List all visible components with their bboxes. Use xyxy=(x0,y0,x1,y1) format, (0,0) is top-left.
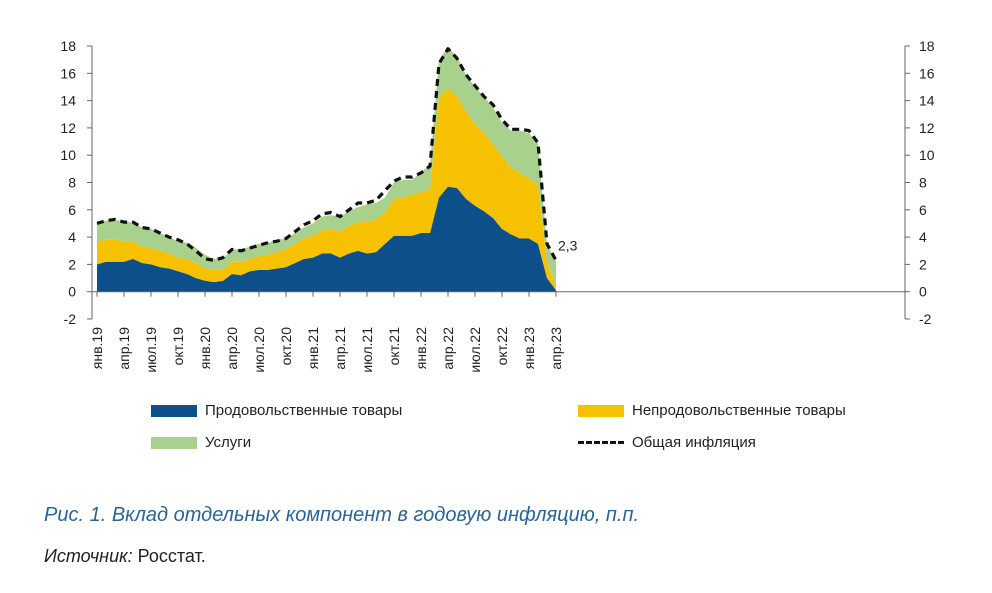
legend-item-nonfood: Непродовольственные товары xyxy=(578,402,846,419)
y-tick-label-left: 18 xyxy=(60,38,76,54)
legend-swatch-food xyxy=(151,404,197,417)
y-tick-label-right: 18 xyxy=(919,38,935,54)
x-tick-label: янв.21 xyxy=(305,327,321,369)
x-tick-label: июл.19 xyxy=(143,327,159,373)
x-tick-label: июл.20 xyxy=(251,327,267,373)
y-tick-label-left: 0 xyxy=(68,284,76,300)
chart: -2 -2 0 0 2 2 4 4 6 6 8 8 10 10 12 12 14 14 16 16 18 18 янв.19… xyxy=(60,38,935,373)
source-label: Источник: xyxy=(44,546,133,566)
figure-caption: Рис. 1. Вклад отдельных компонент в годо… xyxy=(44,504,640,526)
source-value: Росстат. xyxy=(132,546,206,566)
y-tick-label-right: 4 xyxy=(919,229,927,245)
x-tick-label: апр.19 xyxy=(116,327,132,370)
y-tick-label-right: 6 xyxy=(919,202,927,218)
y-tick-label-right: -2 xyxy=(919,311,932,327)
y-tick-label-right: 14 xyxy=(919,93,935,109)
x-tick-label: апр.21 xyxy=(332,327,348,370)
y-tick-label-left: 8 xyxy=(68,175,76,191)
annotation-label: 2,3 xyxy=(558,237,578,253)
y-tick-label-right: 16 xyxy=(919,65,935,81)
y-tick-label-left: 16 xyxy=(60,65,76,81)
y-tick-label-left: 12 xyxy=(60,120,76,136)
legend-item-services: Услуги xyxy=(151,434,251,451)
legend-item-food: Продовольственные товары xyxy=(151,402,402,419)
x-tick-label: окт.20 xyxy=(278,327,294,366)
x-tick-label: апр.23 xyxy=(548,327,564,370)
legend-label-food: Продовольственные товары xyxy=(205,402,403,419)
x-tick-label: янв.23 xyxy=(521,327,537,369)
series-area-1 xyxy=(97,88,556,291)
y-tick-label-left: 14 xyxy=(60,93,76,109)
y-tick-label-right: 12 xyxy=(919,120,935,136)
x-tick-label: янв.22 xyxy=(413,327,429,369)
x-tick-label: янв.19 xyxy=(89,327,105,369)
y-tick-label-left: 2 xyxy=(68,256,76,272)
x-tick-label: окт.21 xyxy=(386,327,402,366)
y-tick-label-right: 2 xyxy=(919,256,927,272)
y-tick-label-left: 4 xyxy=(68,229,76,245)
y-tick-label-left: 6 xyxy=(68,202,76,218)
x-tick-label: июл.21 xyxy=(359,327,375,373)
legend-label-nonfood: Непродовольственные товары xyxy=(632,402,846,419)
series-area-0 xyxy=(97,186,556,292)
legend-item-total: Общая инфляция xyxy=(578,434,756,451)
y-tick-label-right: 10 xyxy=(919,147,935,163)
total-inflation-line xyxy=(96,47,558,262)
legend-swatch-nonfood xyxy=(578,404,624,417)
y-tick-label-right: 0 xyxy=(919,284,927,300)
y-tick-label-left: -2 xyxy=(64,311,77,327)
legend-label-total: Общая инфляция xyxy=(632,434,756,451)
x-tick-label: янв.20 xyxy=(197,327,213,369)
x-tick-label: окт.22 xyxy=(494,327,510,366)
source-line: Источник: Росстат. xyxy=(44,546,206,567)
legend-label-services: Услуги xyxy=(205,434,252,451)
x-tick-label: июл.22 xyxy=(467,327,483,373)
legend-swatch-total xyxy=(578,441,624,444)
x-tick-label: окт.19 xyxy=(170,327,186,366)
y-tick-label-right: 8 xyxy=(919,175,927,191)
y-tick-label-left: 10 xyxy=(60,147,76,163)
legend-swatch-services xyxy=(151,436,197,449)
x-tick-label: апр.22 xyxy=(440,327,456,370)
x-tick-label: апр.20 xyxy=(224,327,240,370)
